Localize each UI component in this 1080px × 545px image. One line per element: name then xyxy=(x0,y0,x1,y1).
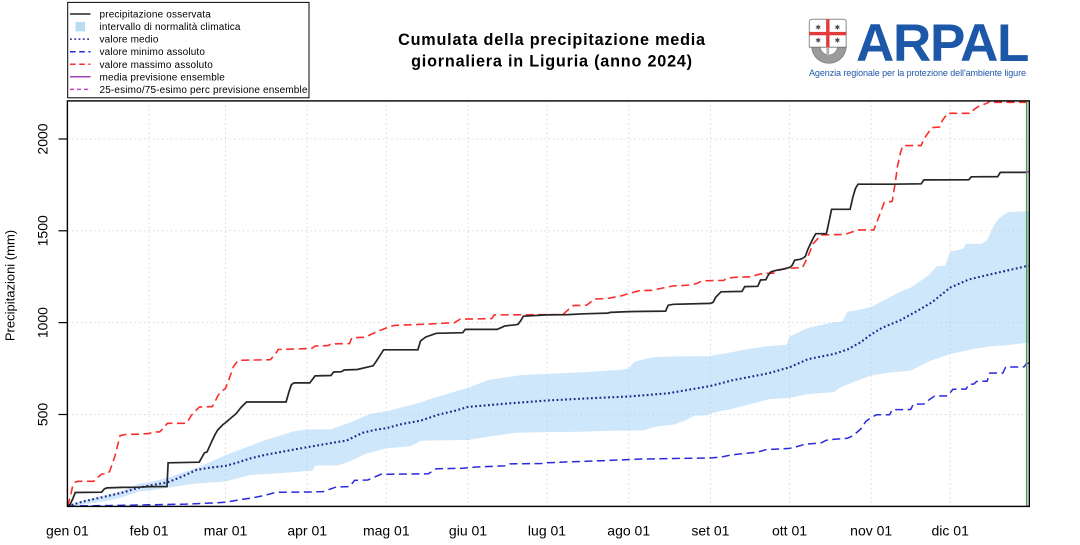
svg-text:ARPAL: ARPAL xyxy=(856,14,1028,73)
svg-text:feb 01: feb 01 xyxy=(130,523,169,539)
svg-text:lug 01: lug 01 xyxy=(528,523,566,539)
svg-text:ott 01: ott 01 xyxy=(772,523,807,539)
svg-text:giu 01: giu 01 xyxy=(449,523,487,539)
svg-text:valore massimo assoluto: valore massimo assoluto xyxy=(100,60,214,71)
svg-text:mar 01: mar 01 xyxy=(204,523,248,539)
svg-text:apr 01: apr 01 xyxy=(287,523,327,539)
svg-text:ago 01: ago 01 xyxy=(607,523,650,539)
svg-text:intervallo di normalità climat: intervallo di normalità climatica xyxy=(100,22,241,33)
svg-text:Precipitazioni (mm): Precipitazioni (mm) xyxy=(3,230,18,341)
svg-text:giornaliera in Liguria (anno 2: giornaliera in Liguria (anno 2024) xyxy=(411,53,693,71)
svg-text:Cumulata della precipitazione: Cumulata della precipitazione media xyxy=(398,31,706,49)
svg-text:valore minimo assoluto: valore minimo assoluto xyxy=(100,47,206,58)
svg-text:2000: 2000 xyxy=(35,123,51,154)
svg-text:set 01: set 01 xyxy=(691,523,729,539)
svg-text:valore medio: valore medio xyxy=(100,35,159,46)
svg-text:mag 01: mag 01 xyxy=(363,523,410,539)
svg-text:25-esimo/75-esimo perc previsi: 25-esimo/75-esimo perc previsione ensemb… xyxy=(100,85,308,96)
svg-text:Agenzia regionale per la prote: Agenzia regionale per la protezione dell… xyxy=(809,68,1026,78)
svg-text:1500: 1500 xyxy=(35,215,51,246)
svg-text:1000: 1000 xyxy=(35,307,51,338)
svg-text:500: 500 xyxy=(35,403,51,427)
svg-text:dic 01: dic 01 xyxy=(932,523,970,539)
svg-text:media previsione ensemble: media previsione ensemble xyxy=(100,72,226,83)
svg-text:gen 01: gen 01 xyxy=(46,523,89,539)
svg-text:precipitazione osservata: precipitazione osservata xyxy=(100,10,212,21)
svg-text:nov 01: nov 01 xyxy=(850,523,892,539)
